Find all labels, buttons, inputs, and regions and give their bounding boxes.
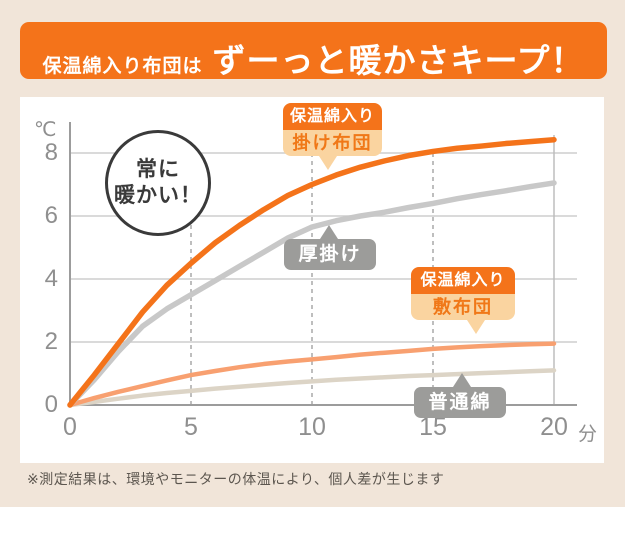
callout-shiki-futon: 保温綿入り 敷布団 [411, 267, 515, 334]
curve-shiki [67, 341, 557, 408]
callout-tail-down-icon [467, 320, 485, 334]
curve-atsugake [67, 180, 557, 408]
y-tick-0: 0 [44, 391, 58, 418]
title-prefix: 保温綿入り布団は [42, 56, 203, 77]
callout-kake-bottom-label: 掛け布団 [283, 130, 382, 156]
title-banner: 保温綿入り布団は ずーっと暖かさキープ！ [20, 22, 607, 80]
curve-kake [67, 137, 557, 408]
callout-tail-down-icon [319, 156, 337, 170]
chart-panel: ℃ 8 6 4 2 0 0 5 10 15 20 分 常に 暖かい！ 保温綿入り… [20, 97, 604, 463]
y-tick-4: 4 [44, 265, 58, 292]
bubble-line1: 常に [136, 158, 180, 182]
callout-futsumen: 普通綿 [414, 373, 506, 418]
callout-tail-up-icon [320, 225, 338, 239]
callout-atsugake-label: 厚掛け [284, 239, 376, 270]
x-tick-0: 0 [63, 413, 77, 441]
bubble-line2: 暖かい！ [114, 184, 202, 207]
x-tick-5: 5 [184, 413, 198, 441]
y-tick-8: 8 [44, 139, 58, 166]
title-main: ずーっと暖かさキープ！ [212, 41, 585, 80]
callout-atsugake: 厚掛け [284, 225, 376, 270]
callout-kake-top-label: 保温綿入り [283, 103, 382, 130]
x-tick-10: 10 [298, 413, 326, 441]
x-tick-20: 20 [540, 413, 568, 441]
y-axis-unit: ℃ [34, 119, 57, 141]
curve-futsumen [67, 368, 557, 408]
callout-shiki-top-label: 保温綿入り [411, 267, 515, 294]
footnote: ※測定結果は、環境やモニターの体温により、個人差が生じます [27, 471, 445, 487]
always-warm-bubble: 常に 暖かい！ [105, 130, 211, 236]
y-tick-6: 6 [44, 202, 58, 229]
callout-shiki-bottom-label: 敷布団 [411, 294, 515, 320]
callout-tail-up-icon [453, 373, 471, 387]
callout-kake-futon: 保温綿入り 掛け布団 [283, 103, 382, 170]
x-axis-unit: 分 [578, 424, 598, 445]
callout-futsumen-label: 普通綿 [414, 387, 506, 418]
y-tick-2: 2 [44, 328, 58, 355]
